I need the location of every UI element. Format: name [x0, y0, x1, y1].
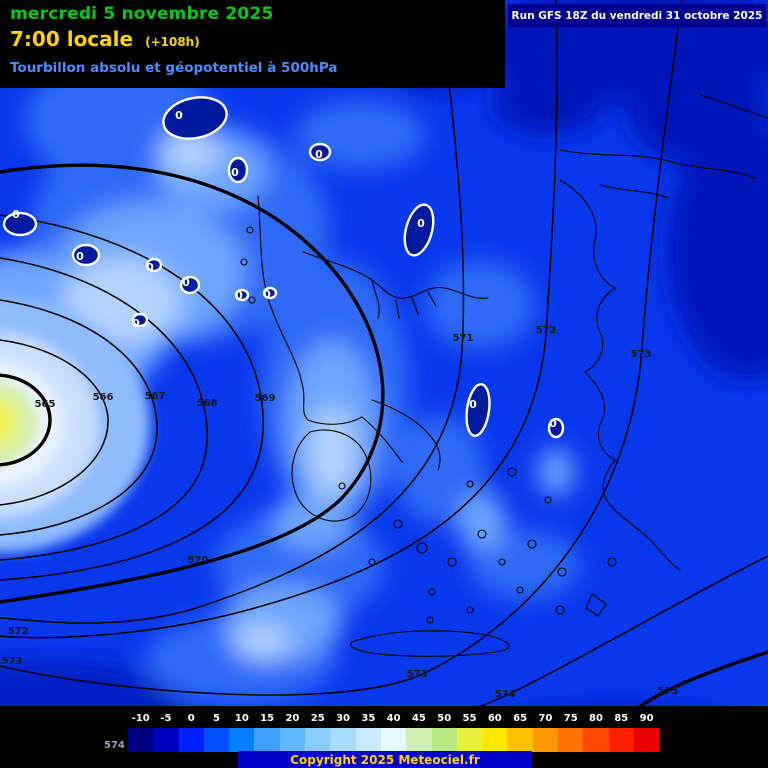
geopotential-label: 565 — [35, 399, 56, 410]
legend-ticks: -10 -5 0 5 10 15 20 25 30 35 40 45 50 55 60 65 70 75 80 85 9… — [128, 713, 659, 724]
legend-tick: 90 — [639, 713, 654, 724]
legend-color-cell — [128, 728, 154, 752]
legend-color-cell — [431, 728, 457, 752]
geopotential-label: 574 — [495, 689, 516, 700]
zero-vorticity-labels: 0 0 0 0 0 0 0 0 0 0 0 0 0 — [12, 109, 557, 430]
zero-vorticity-label: 0 — [132, 317, 140, 330]
legend-color-cell — [583, 728, 609, 752]
legend-tick: 45 — [411, 713, 426, 724]
map-header: mercredi 5 novembre 2025 7:00 locale (+1… — [0, 0, 505, 88]
forecast-offset: (+108h) — [145, 35, 200, 49]
legend-color-cell — [608, 728, 634, 752]
geopotential-label: 575 — [658, 686, 679, 697]
coastlines — [240, 94, 768, 657]
zero-vorticity-label: 0 — [231, 166, 239, 179]
geopotential-label: 573 — [631, 349, 652, 360]
legend-color-cell — [305, 728, 331, 752]
zero-vorticity-label: 0 — [146, 261, 154, 274]
legend-tick: 40 — [386, 713, 401, 724]
zero-vorticity-contours — [2, 96, 565, 439]
geopotential-label: 570 — [188, 555, 209, 566]
legend-color-cell — [633, 728, 660, 752]
geopotential-label: 566 — [93, 392, 114, 403]
geopotential-label: 573 — [2, 656, 23, 667]
legend-color-cell — [254, 728, 280, 752]
legend-color-cell — [380, 728, 407, 752]
legend-tick: -10 — [131, 713, 150, 724]
zero-vorticity-label: 0 — [12, 208, 20, 221]
legend-tick: 30 — [336, 713, 350, 724]
copyright-banner: Copyright 2025 Meteociel.fr — [238, 751, 532, 768]
legend-tick: 55 — [462, 713, 477, 724]
legend-tick: 80 — [589, 713, 603, 724]
geopotential-label: 571 — [453, 333, 474, 344]
geopotential-label: 572 — [536, 325, 557, 336]
legend-bar — [128, 728, 660, 752]
legend-tick: 35 — [361, 713, 376, 724]
run-info-badge: Run GFS 18Z du vendredi 31 octobre 2025 — [508, 4, 766, 27]
legend-color-cell — [355, 728, 381, 752]
geopotential-label: 567 — [145, 391, 166, 402]
legend-tick: 0 — [187, 713, 195, 724]
legend-color-cell — [203, 728, 230, 752]
legend-tick: 5 — [213, 713, 221, 724]
zero-vorticity-label: 0 — [175, 109, 183, 122]
zero-vorticity-label: 0 — [315, 148, 323, 161]
legend-color-cell — [178, 728, 204, 752]
zero-vorticity-label: 0 — [417, 217, 425, 230]
legend-tick: -5 — [160, 713, 172, 724]
zero-vorticity-label: 0 — [235, 289, 243, 302]
legend-color-cell — [558, 728, 584, 752]
geopotential-label: 573 — [407, 669, 428, 680]
zero-vorticity-label: 0 — [469, 398, 477, 411]
legend-color-cell — [229, 728, 255, 752]
legend-tick: 10 — [234, 713, 249, 724]
legend-color-cell — [153, 728, 179, 752]
map-title: Tourbillon absolu et géopotentiel à 500h… — [10, 60, 338, 76]
forecast-time-row: 7:00 locale (+108h) — [10, 27, 505, 51]
legend-color-cell — [279, 728, 306, 752]
legend-tick: 15 — [260, 713, 275, 724]
geopotential-labels: 565 566 567 568 569 570 571 572 573 572 573 573 574 5… — [2, 325, 679, 700]
legend-color-cell — [507, 728, 533, 752]
legend-tick: 60 — [487, 713, 502, 724]
forecast-date: mercredi 5 novembre 2025 — [10, 4, 274, 24]
legend-tick: 65 — [513, 713, 528, 724]
legend-tick: 50 — [437, 713, 452, 724]
legend-tick: 20 — [285, 713, 300, 724]
geopotential-label: 569 — [255, 393, 276, 404]
legend-tick: 70 — [538, 713, 553, 724]
clipped-contour-label: 574 — [104, 740, 125, 751]
forecast-time: 7:00 locale — [10, 27, 134, 51]
legend-tick: 75 — [563, 713, 578, 724]
zero-vorticity-label: 0 — [549, 417, 557, 430]
legend-color-cell — [456, 728, 483, 752]
legend-tick: 25 — [310, 713, 325, 724]
zero-vorticity-label: 0 — [263, 288, 271, 301]
zero-vorticity-label: 0 — [182, 276, 190, 289]
legend-color-cell — [532, 728, 559, 752]
geopotential-label: 572 — [8, 626, 29, 637]
zero-vorticity-label: 0 — [76, 250, 84, 263]
legend-tick: 85 — [614, 713, 629, 724]
legend-color-cell — [406, 728, 432, 752]
legend-color-cell — [330, 728, 356, 752]
geopotential-label: 568 — [197, 398, 218, 409]
legend-color-cell — [482, 728, 508, 752]
legend-footer: 574 -10 -5 0 5 10 15 20 25 30 35 40 45 50 55 60 65 70 75 8… — [0, 706, 768, 768]
